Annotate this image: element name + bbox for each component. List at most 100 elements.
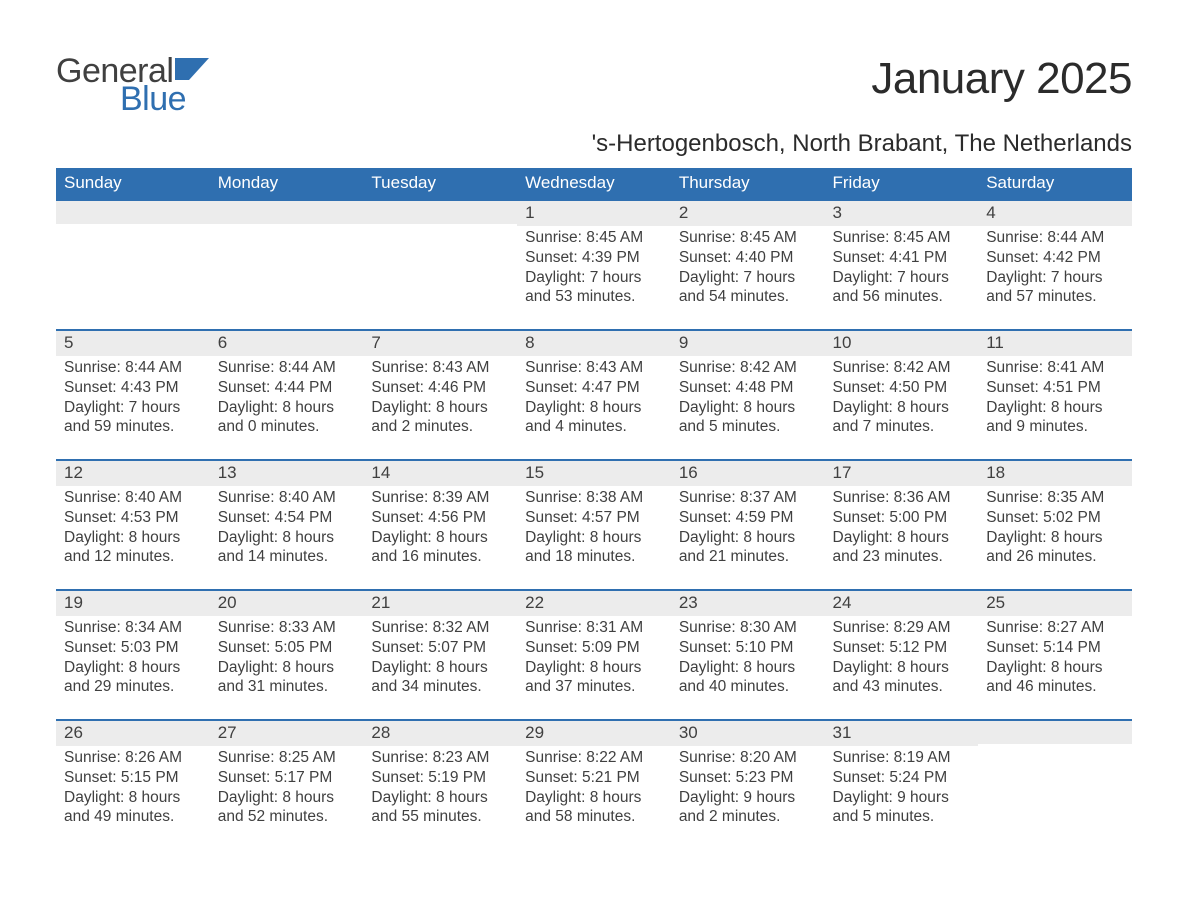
day-number: [978, 721, 1132, 744]
weekday-header: Saturday: [978, 168, 1132, 200]
daylight-text: Daylight: 7 hours and 57 minutes.: [986, 268, 1124, 308]
day-number: 31: [825, 721, 979, 746]
day-number: 30: [671, 721, 825, 746]
calendar-day-cell: [56, 200, 210, 330]
day-number: 11: [978, 331, 1132, 356]
day-number: 15: [517, 461, 671, 486]
page-title: January 2025: [871, 40, 1132, 104]
sunset-text: Sunset: 4:43 PM: [64, 378, 202, 398]
calendar-day-cell: 4Sunrise: 8:44 AMSunset: 4:42 PMDaylight…: [978, 200, 1132, 330]
day-details: Sunrise: 8:26 AMSunset: 5:15 PMDaylight:…: [56, 746, 210, 831]
calendar-day-cell: 23Sunrise: 8:30 AMSunset: 5:10 PMDayligh…: [671, 590, 825, 720]
calendar-day-cell: 10Sunrise: 8:42 AMSunset: 4:50 PMDayligh…: [825, 330, 979, 460]
sunset-text: Sunset: 4:51 PM: [986, 378, 1124, 398]
sunset-text: Sunset: 5:24 PM: [833, 768, 971, 788]
day-number: 20: [210, 591, 364, 616]
sunset-text: Sunset: 5:15 PM: [64, 768, 202, 788]
sunrise-text: Sunrise: 8:25 AM: [218, 748, 356, 768]
daylight-text: Daylight: 8 hours and 31 minutes.: [218, 658, 356, 698]
sunrise-text: Sunrise: 8:40 AM: [64, 488, 202, 508]
day-number: 9: [671, 331, 825, 356]
sunrise-text: Sunrise: 8:40 AM: [218, 488, 356, 508]
day-details: Sunrise: 8:38 AMSunset: 4:57 PMDaylight:…: [517, 486, 671, 571]
sunrise-text: Sunrise: 8:43 AM: [525, 358, 663, 378]
day-details: Sunrise: 8:31 AMSunset: 5:09 PMDaylight:…: [517, 616, 671, 701]
sunrise-text: Sunrise: 8:44 AM: [986, 228, 1124, 248]
sunrise-text: Sunrise: 8:34 AM: [64, 618, 202, 638]
sunrise-text: Sunrise: 8:45 AM: [525, 228, 663, 248]
sunset-text: Sunset: 5:12 PM: [833, 638, 971, 658]
day-details: Sunrise: 8:25 AMSunset: 5:17 PMDaylight:…: [210, 746, 364, 831]
sunset-text: Sunset: 5:02 PM: [986, 508, 1124, 528]
weekday-header: Sunday: [56, 168, 210, 200]
day-details: Sunrise: 8:40 AMSunset: 4:53 PMDaylight:…: [56, 486, 210, 571]
daylight-text: Daylight: 8 hours and 0 minutes.: [218, 398, 356, 438]
day-number: 21: [363, 591, 517, 616]
sunrise-text: Sunrise: 8:22 AM: [525, 748, 663, 768]
sunrise-text: Sunrise: 8:37 AM: [679, 488, 817, 508]
day-number: 1: [517, 201, 671, 226]
calendar-day-cell: 8Sunrise: 8:43 AMSunset: 4:47 PMDaylight…: [517, 330, 671, 460]
day-number: 22: [517, 591, 671, 616]
calendar-day-cell: 7Sunrise: 8:43 AMSunset: 4:46 PMDaylight…: [363, 330, 517, 460]
day-details: Sunrise: 8:45 AMSunset: 4:39 PMDaylight:…: [517, 226, 671, 311]
daylight-text: Daylight: 8 hours and 37 minutes.: [525, 658, 663, 698]
daylight-text: Daylight: 8 hours and 12 minutes.: [64, 528, 202, 568]
day-number: 4: [978, 201, 1132, 226]
day-number: 10: [825, 331, 979, 356]
daylight-text: Daylight: 8 hours and 21 minutes.: [679, 528, 817, 568]
calendar-day-cell: 22Sunrise: 8:31 AMSunset: 5:09 PMDayligh…: [517, 590, 671, 720]
calendar-day-cell: 26Sunrise: 8:26 AMSunset: 5:15 PMDayligh…: [56, 720, 210, 850]
day-details: Sunrise: 8:45 AMSunset: 4:41 PMDaylight:…: [825, 226, 979, 311]
day-number: 19: [56, 591, 210, 616]
daylight-text: Daylight: 8 hours and 18 minutes.: [525, 528, 663, 568]
daylight-text: Daylight: 8 hours and 2 minutes.: [371, 398, 509, 438]
sunrise-text: Sunrise: 8:23 AM: [371, 748, 509, 768]
sunrise-text: Sunrise: 8:43 AM: [371, 358, 509, 378]
weekday-header: Monday: [210, 168, 364, 200]
day-number: 27: [210, 721, 364, 746]
day-details: Sunrise: 8:44 AMSunset: 4:42 PMDaylight:…: [978, 226, 1132, 311]
sunset-text: Sunset: 5:09 PM: [525, 638, 663, 658]
sunset-text: Sunset: 5:23 PM: [679, 768, 817, 788]
calendar-week-row: 5Sunrise: 8:44 AMSunset: 4:43 PMDaylight…: [56, 330, 1132, 460]
day-details: Sunrise: 8:20 AMSunset: 5:23 PMDaylight:…: [671, 746, 825, 831]
sunrise-text: Sunrise: 8:29 AM: [833, 618, 971, 638]
sunrise-text: Sunrise: 8:39 AM: [371, 488, 509, 508]
sunrise-text: Sunrise: 8:20 AM: [679, 748, 817, 768]
calendar-day-cell: 15Sunrise: 8:38 AMSunset: 4:57 PMDayligh…: [517, 460, 671, 590]
calendar-day-cell: 3Sunrise: 8:45 AMSunset: 4:41 PMDaylight…: [825, 200, 979, 330]
day-number: 8: [517, 331, 671, 356]
sunset-text: Sunset: 4:40 PM: [679, 248, 817, 268]
day-details: Sunrise: 8:36 AMSunset: 5:00 PMDaylight:…: [825, 486, 979, 571]
day-number: 23: [671, 591, 825, 616]
sunrise-text: Sunrise: 8:45 AM: [833, 228, 971, 248]
daylight-text: Daylight: 8 hours and 55 minutes.: [371, 788, 509, 828]
day-details: Sunrise: 8:45 AMSunset: 4:40 PMDaylight:…: [671, 226, 825, 311]
calendar-day-cell: 6Sunrise: 8:44 AMSunset: 4:44 PMDaylight…: [210, 330, 364, 460]
day-details: Sunrise: 8:19 AMSunset: 5:24 PMDaylight:…: [825, 746, 979, 831]
weekday-header-row: Sunday Monday Tuesday Wednesday Thursday…: [56, 168, 1132, 200]
calendar-week-row: 12Sunrise: 8:40 AMSunset: 4:53 PMDayligh…: [56, 460, 1132, 590]
logo-text-blue: Blue: [120, 82, 209, 116]
daylight-text: Daylight: 8 hours and 34 minutes.: [371, 658, 509, 698]
day-number: 7: [363, 331, 517, 356]
daylight-text: Daylight: 7 hours and 56 minutes.: [833, 268, 971, 308]
daylight-text: Daylight: 9 hours and 2 minutes.: [679, 788, 817, 828]
sunset-text: Sunset: 5:19 PM: [371, 768, 509, 788]
sunrise-text: Sunrise: 8:35 AM: [986, 488, 1124, 508]
day-number: 17: [825, 461, 979, 486]
day-number: 6: [210, 331, 364, 356]
calendar-day-cell: 13Sunrise: 8:40 AMSunset: 4:54 PMDayligh…: [210, 460, 364, 590]
day-details: Sunrise: 8:37 AMSunset: 4:59 PMDaylight:…: [671, 486, 825, 571]
calendar-day-cell: [210, 200, 364, 330]
calendar-day-cell: 20Sunrise: 8:33 AMSunset: 5:05 PMDayligh…: [210, 590, 364, 720]
calendar-day-cell: 28Sunrise: 8:23 AMSunset: 5:19 PMDayligh…: [363, 720, 517, 850]
calendar-day-cell: 31Sunrise: 8:19 AMSunset: 5:24 PMDayligh…: [825, 720, 979, 850]
daylight-text: Daylight: 8 hours and 9 minutes.: [986, 398, 1124, 438]
day-number: 25: [978, 591, 1132, 616]
day-number: 3: [825, 201, 979, 226]
calendar-week-row: 19Sunrise: 8:34 AMSunset: 5:03 PMDayligh…: [56, 590, 1132, 720]
day-number: 24: [825, 591, 979, 616]
calendar-day-cell: 29Sunrise: 8:22 AMSunset: 5:21 PMDayligh…: [517, 720, 671, 850]
